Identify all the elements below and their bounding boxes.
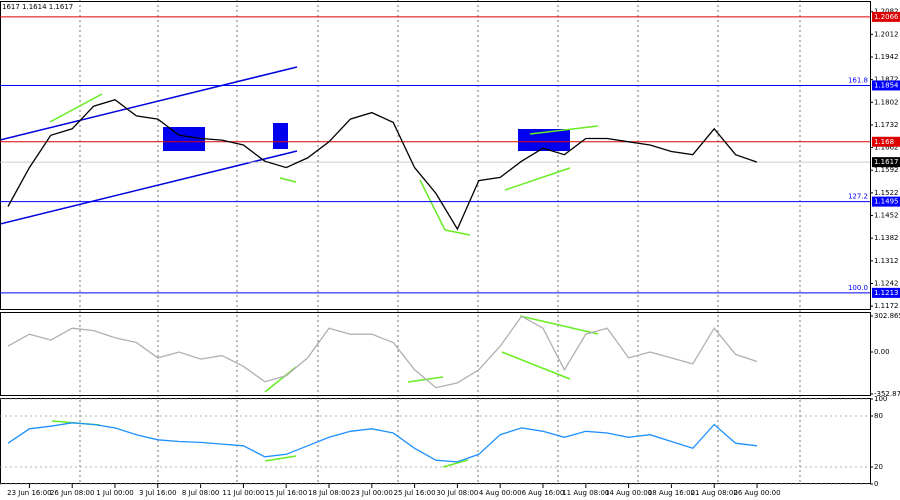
x-tick-label: 3 Jul 16:00 (139, 489, 177, 497)
x-tick-label: 26 Jun 08:00 (50, 489, 94, 497)
y-tick-label: 0.00 (874, 348, 890, 356)
vertical-grid (79, 0, 801, 484)
y-tick-label: 80 (874, 412, 883, 420)
channel-line (0, 150, 298, 225)
y-tick-label: 20 (874, 463, 883, 471)
x-tick-label: 30 Jul 08:00 (436, 489, 478, 497)
y-tick-label: 302.8654 (874, 312, 900, 320)
divergence-line (264, 455, 297, 462)
zone-box (273, 123, 288, 149)
y-tick-label: 0 (874, 480, 878, 488)
x-tick-label: 18 Jul 08:00 (308, 489, 350, 497)
x-tick-label: 8 Jul 08:00 (182, 489, 220, 497)
divergence-line (529, 125, 599, 135)
y-tick-label: 1.2012 (874, 30, 899, 38)
y-tick-label: 100 (874, 395, 887, 403)
y-tick-label: 1.1732 (874, 121, 899, 129)
y-tick-label: 1.1242 (874, 279, 899, 287)
y-tick-label: 1.1452 (874, 212, 899, 220)
series-line (7, 315, 758, 389)
x-tick-label: 11 Aug 08:00 (562, 489, 609, 497)
y-tick-label: 1.1312 (874, 257, 899, 265)
rsi-panel (0, 398, 871, 484)
zone-box (163, 127, 205, 151)
x-tick-label: 25 Jul 16:00 (394, 489, 436, 497)
divergence-line (444, 229, 471, 236)
series-line (7, 98, 758, 231)
y-tick-label: 1.1522 (874, 189, 899, 197)
level-box (872, 136, 900, 147)
x-tick-label: 23 Jul 00:00 (351, 489, 393, 497)
last-price-label: 1.1617 (874, 158, 899, 166)
x-tick-label: 18 Aug 16:00 (648, 489, 695, 497)
price-panel (0, 1, 871, 310)
level-box (872, 196, 900, 207)
divergence-line (519, 315, 599, 335)
divergence-line (49, 93, 103, 123)
y-tick-label: 1.1172 (874, 302, 899, 310)
y-tick-label: 1.1872 (874, 76, 899, 84)
x-tick-label: 23 Jun 16:00 (7, 489, 51, 497)
level-value: 1.2066 (874, 13, 899, 21)
x-tick-label: 26 Aug 00:00 (733, 489, 780, 497)
level-name: 100.0 (848, 284, 868, 292)
divergence-line (279, 177, 297, 183)
divergence-line (442, 459, 469, 468)
y-tick-label: 1.1662 (874, 144, 899, 152)
x-tick-label: 11 Jul 00:00 (222, 489, 264, 497)
y-tick-label: 1.1592 (874, 166, 899, 174)
divergence-line (419, 179, 446, 231)
last-price-box (872, 157, 900, 168)
level-value: 1.1854 (874, 81, 899, 89)
x-tick-label: 6 Aug 16:00 (522, 489, 565, 497)
y-tick-label: 1.1382 (874, 234, 899, 242)
y-tick-label: 1.1802 (874, 98, 899, 106)
x-tick-label: 4 Aug 00:00 (479, 489, 522, 497)
x-tick-label: 14 Aug 00:00 (605, 489, 652, 497)
level-name: 161.8 (848, 76, 868, 84)
level-value: 1.168 (874, 138, 894, 146)
header-quote: 1617 1.1614 1.1617 (2, 3, 73, 11)
divergence-line (501, 351, 571, 380)
level-box (872, 80, 900, 91)
y-tick-label: 1.2082 (874, 8, 899, 16)
y-tick-label: 1.1942 (874, 53, 899, 61)
level-value: 1.1213 (874, 289, 899, 297)
annotations (0, 66, 599, 468)
x-tick-label: 21 Aug 08:00 (691, 489, 738, 497)
y-tick-label: -352.872 (874, 390, 900, 398)
level-name: 127.2 (848, 193, 868, 201)
level-box (872, 287, 900, 298)
level-value: 1.1495 (874, 198, 899, 206)
x-tick-label: 15 Jul 16:00 (265, 489, 307, 497)
level-box (872, 11, 900, 22)
divergence-line (504, 167, 571, 191)
channel-line (0, 66, 298, 141)
x-tick-label: 1 Jul 00:00 (96, 489, 134, 497)
series-line (7, 422, 758, 463)
cci-panel (0, 312, 871, 396)
